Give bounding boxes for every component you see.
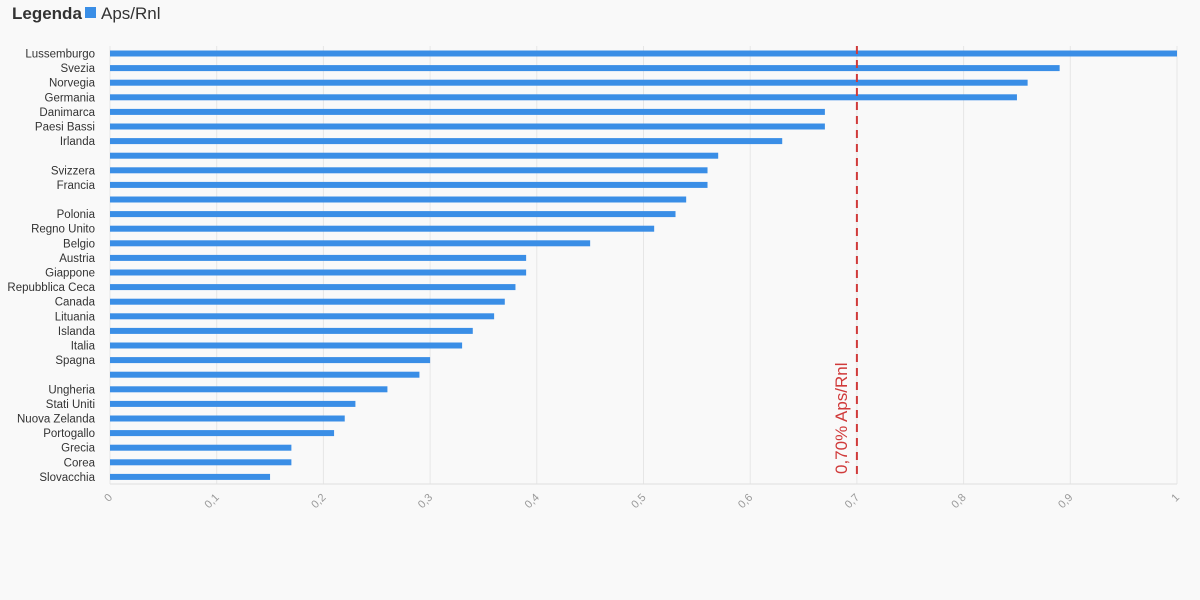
legend-series-label: Aps/Rnl [101, 4, 161, 23]
bars [110, 50, 1177, 480]
bar [110, 357, 431, 364]
category-label: Lituania [55, 311, 96, 323]
category-label: Repubblica Ceca [7, 282, 95, 294]
bar [110, 211, 676, 218]
x-tick-label: 0,5 [629, 492, 648, 511]
bar [110, 254, 527, 261]
category-label: Austria [59, 253, 95, 265]
category-label: Nuova Zelanda [17, 414, 96, 426]
category-label: Francia [57, 180, 96, 192]
category-label: Regno Unito [31, 224, 95, 236]
x-tick-label: 1 [1169, 492, 1182, 505]
bar [110, 284, 516, 291]
bar [110, 167, 708, 174]
category-label: Germania [45, 92, 96, 104]
x-tick-label: 0,1 [203, 492, 222, 511]
bar [110, 386, 388, 393]
bar [110, 65, 1060, 72]
category-label: Islanda [58, 326, 96, 338]
bar [110, 459, 292, 466]
bar [110, 79, 1028, 86]
bar [110, 196, 687, 203]
bar [110, 94, 1017, 101]
bar [110, 152, 719, 159]
category-label: Grecia [61, 443, 95, 455]
x-tick-label: 0,2 [309, 492, 328, 511]
x-tick-label: 0,3 [416, 492, 435, 511]
category-label: Paesi Bassi [35, 122, 95, 134]
bar [110, 108, 825, 115]
category-label: Danimarca [39, 107, 95, 119]
bar [110, 444, 292, 451]
reference-line-label: 0,70% Aps/Rnl [832, 362, 851, 474]
category-label: Polonia [57, 209, 96, 221]
category-label: Ungheria [48, 384, 95, 396]
bar [110, 327, 473, 334]
bar [110, 240, 591, 247]
legend: Legenda Aps/Rnl [12, 4, 161, 23]
category-label: Canada [55, 297, 96, 309]
x-tick-label: 0,8 [949, 492, 968, 511]
grid [109, 46, 1178, 485]
category-label: Belgio [63, 238, 95, 250]
bar [110, 342, 463, 349]
category-label: Svizzera [51, 165, 96, 177]
x-tick-label: 0,6 [736, 492, 755, 511]
category-labels: Lussemburgo Svezia Norvegia Germania Danimar… [7, 49, 95, 484]
bar [110, 400, 356, 407]
category-label: Italia [71, 341, 96, 353]
legend-title: Legenda [12, 4, 82, 23]
legend-swatch [85, 7, 96, 18]
x-tick-label: 0,7 [843, 492, 862, 511]
bar [110, 269, 527, 276]
bar [110, 473, 271, 480]
category-label: Portogallo [43, 428, 95, 440]
category-label: Norvegia [49, 78, 96, 90]
category-label: Slovacchia [39, 472, 95, 484]
category-label: Giappone [45, 268, 95, 280]
bar [110, 430, 335, 437]
category-label: Stati Uniti [46, 399, 95, 411]
x-tick-label: 0,9 [1056, 492, 1075, 511]
bar [110, 181, 708, 188]
bar [110, 298, 505, 305]
bar [110, 313, 495, 320]
bar [110, 371, 420, 378]
category-label: Irlanda [60, 136, 96, 148]
bar [110, 225, 655, 232]
category-label: Spagna [55, 355, 95, 367]
category-label: Corea [64, 457, 96, 469]
bar [110, 415, 345, 422]
x-tick-label: 0,4 [523, 492, 542, 511]
reference-line-group: 0,70% Aps/Rnl [832, 46, 858, 478]
x-tick-labels: 0 0,1 0,2 0,3 0,4 0,5 0,6 0,7 0,8 0,9 1 [102, 492, 1182, 511]
x-tick-label: 0 [102, 492, 115, 505]
category-label: Lussemburgo [25, 49, 95, 61]
bar [110, 138, 783, 145]
bar [110, 123, 825, 130]
bar [110, 50, 1177, 57]
category-label: Svezia [60, 63, 95, 75]
